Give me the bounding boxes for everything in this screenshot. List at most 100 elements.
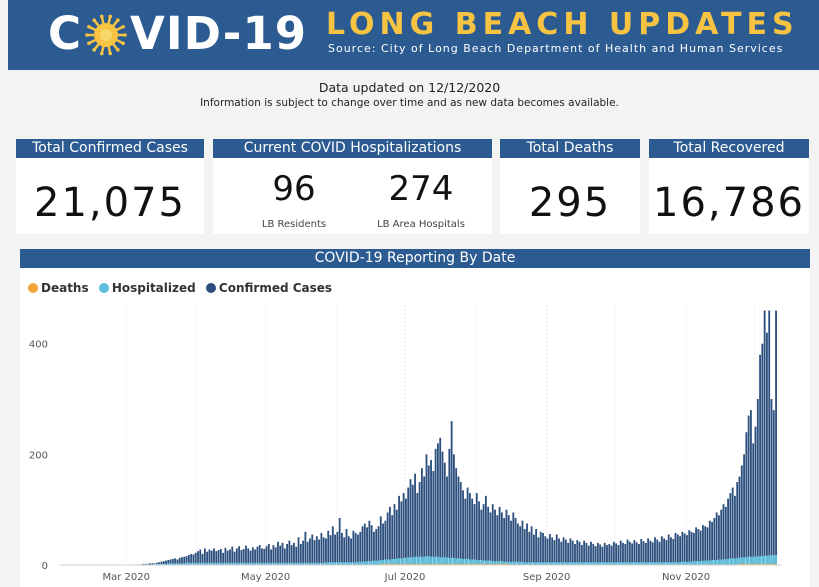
- bar-hospitalized: [366, 561, 368, 565]
- bar-confirmed: [631, 543, 634, 565]
- bar-deaths: [478, 563, 480, 565]
- bar-hospitalized: [560, 562, 563, 565]
- bar-hospitalized: [686, 561, 688, 565]
- bar-confirmed: [341, 532, 343, 565]
- bar-hospitalized: [491, 561, 494, 565]
- bar-hospitalized: [213, 562, 215, 565]
- bar-deaths: [498, 563, 501, 565]
- bar-hospitalized: [368, 561, 371, 565]
- bar-deaths: [759, 563, 761, 565]
- bar-confirmed: [311, 534, 314, 565]
- bar-confirmed: [439, 437, 442, 565]
- bar-confirmed: [603, 542, 606, 565]
- bar-confirmed: [379, 516, 382, 565]
- bar-hospitalized: [457, 558, 460, 565]
- bar-confirmed: [235, 548, 238, 565]
- bar-hospitalized: [411, 557, 414, 565]
- bar-hospitalized: [178, 563, 181, 565]
- bar-hospitalized: [564, 562, 567, 565]
- bar-hospitalized: [626, 562, 629, 565]
- bar-hospitalized: [578, 562, 581, 565]
- bar-confirmed: [427, 465, 430, 565]
- bar-hospitalized: [745, 557, 748, 565]
- bar-confirmed: [665, 540, 668, 565]
- card-total-deaths: Total Deaths 295: [500, 139, 640, 234]
- bar-hospitalized: [615, 562, 618, 565]
- bar-hospitalized: [389, 559, 391, 565]
- bar-confirmed: [279, 545, 282, 565]
- bar-deaths: [503, 563, 506, 565]
- bar-confirmed: [754, 426, 757, 565]
- bar-confirmed: [361, 526, 364, 565]
- bar-deaths: [423, 563, 426, 565]
- bar-confirmed: [203, 548, 206, 565]
- bar-hospitalized: [526, 562, 528, 565]
- bar-deaths: [475, 563, 478, 565]
- bar-hospitalized: [519, 561, 522, 565]
- bar-hospitalized: [551, 562, 554, 565]
- bar-hospitalized: [772, 555, 775, 565]
- legend-confirmed[interactable]: Confirmed Cases: [205, 281, 332, 295]
- bar-confirmed: [718, 515, 720, 565]
- bar-hospitalized: [592, 562, 595, 565]
- bar-confirmed: [560, 541, 563, 565]
- bar-hospitalized: [548, 562, 551, 565]
- bar-hospitalized: [277, 562, 279, 565]
- bar-deaths: [487, 563, 490, 565]
- bar-deaths: [457, 563, 460, 565]
- bar-confirmed: [370, 525, 373, 565]
- bar-confirmed: [293, 542, 295, 565]
- bar-hospitalized: [656, 562, 659, 565]
- bar-deaths: [384, 563, 387, 565]
- bar-confirmed: [711, 521, 713, 565]
- bar-hospitalized: [649, 562, 652, 565]
- bar-confirmed: [144, 563, 147, 565]
- bar-confirmed: [674, 532, 677, 565]
- bar-hospitalized: [219, 562, 222, 565]
- bar-hospitalized: [272, 562, 275, 565]
- card-value: 16,786: [653, 180, 805, 226]
- bar-hospitalized: [297, 562, 300, 565]
- card-value: 295: [528, 180, 612, 226]
- bar-hospitalized: [628, 562, 631, 565]
- legend-hospitalized[interactable]: Hospitalized: [98, 281, 196, 295]
- bar-confirmed: [619, 540, 622, 565]
- bar-hospitalized: [443, 557, 446, 565]
- bar-deaths: [763, 563, 766, 565]
- bar-hospitalized: [583, 562, 586, 565]
- bar-confirmed: [756, 399, 759, 565]
- bar-hospitalized: [432, 556, 435, 565]
- bar-hospitalized: [199, 562, 202, 565]
- legend-deaths[interactable]: Deaths: [28, 281, 89, 295]
- bar-hospitalized: [238, 562, 241, 565]
- bar-deaths: [766, 563, 768, 565]
- bar-deaths: [446, 563, 448, 565]
- bar-hospitalized: [434, 556, 437, 565]
- bar-confirmed: [441, 451, 444, 565]
- bar-confirmed: [624, 543, 627, 565]
- bar-deaths: [434, 563, 437, 565]
- bar-hospitalized: [672, 562, 675, 565]
- bar-hospitalized: [279, 562, 282, 565]
- bar-hospitalized: [535, 562, 538, 565]
- bar-confirmed: [217, 550, 220, 565]
- bar-hospitalized: [155, 563, 158, 565]
- bar-hospitalized: [528, 562, 531, 565]
- bar-hospitalized: [759, 556, 761, 565]
- bar-hospitalized: [295, 562, 298, 565]
- bar-deaths: [738, 563, 741, 565]
- bar-hospitalized: [343, 562, 346, 565]
- bar-confirmed: [699, 530, 702, 565]
- bar-confirmed: [402, 493, 405, 565]
- bar-confirmed: [283, 548, 286, 565]
- bar-hospitalized: [407, 557, 410, 565]
- bar-hospitalized: [720, 559, 723, 565]
- bar-confirmed: [738, 476, 741, 565]
- bar-deaths: [768, 563, 771, 565]
- bar-hospitalized: [304, 562, 307, 565]
- bar-deaths: [452, 563, 455, 565]
- bar-deaths: [389, 563, 391, 565]
- bar-confirmed: [642, 541, 645, 565]
- bar-confirmed: [249, 550, 252, 565]
- bar-hospitalized: [370, 561, 373, 565]
